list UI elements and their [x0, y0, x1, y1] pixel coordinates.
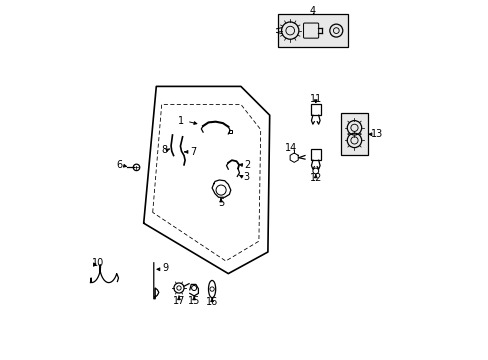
Bar [228, 130, 232, 133]
Text: 13: 13 [370, 129, 383, 139]
Text: 12: 12 [309, 173, 321, 183]
Bar [310, 104, 320, 115]
Text: 7: 7 [189, 147, 196, 157]
FancyBboxPatch shape [277, 14, 347, 47]
Text: 16: 16 [205, 297, 218, 307]
Text: 15: 15 [187, 296, 200, 306]
Text: 17: 17 [172, 296, 185, 306]
Text: 6: 6 [117, 159, 122, 170]
Text: 4: 4 [309, 6, 315, 16]
Text: 9: 9 [162, 263, 168, 273]
Text: 3: 3 [244, 172, 249, 182]
FancyBboxPatch shape [340, 113, 367, 155]
Text: 14: 14 [284, 143, 296, 153]
Text: 2: 2 [244, 160, 249, 170]
Text: 1: 1 [178, 116, 184, 126]
Text: 11: 11 [309, 94, 321, 104]
Text: 5: 5 [218, 198, 224, 208]
Text: 10: 10 [91, 258, 103, 268]
Text: 8: 8 [161, 145, 167, 155]
Bar [310, 149, 320, 160]
